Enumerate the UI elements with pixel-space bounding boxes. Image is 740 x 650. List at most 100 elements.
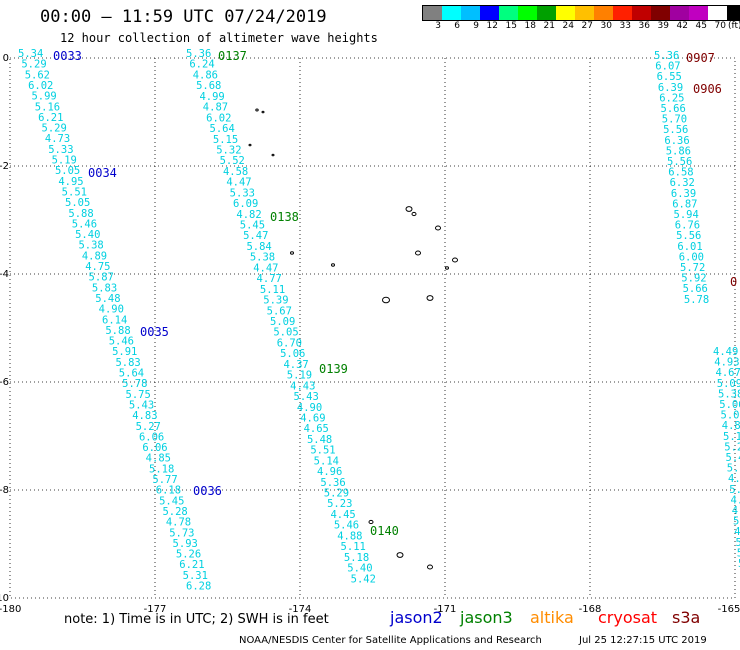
wave-height-value: 5.38 [718,388,740,400]
color-swatch [480,6,499,20]
wave-height-value: 5.52 [220,155,245,167]
wave-height-value: 5.06 [280,348,305,360]
wave-height-value: 4.78 [166,517,191,529]
wave-height-value: 5.05 [273,327,298,339]
wave-height-value: 4.49 [713,346,738,358]
satellite-legend-altika: altika [530,608,574,627]
pass-time-label: 0906 [693,82,722,96]
wave-height-value: 6.06 [139,431,164,443]
wave-height-value: 5.64 [210,123,235,135]
island-outline [248,143,252,147]
color-scale-label: 6 [454,21,460,31]
island-outline [411,211,417,217]
wave-height-value: 5.68 [196,80,221,92]
y-tick-label: -4 [0,269,9,280]
credit-text: NOAA/NESDIS Center for Satellite Applica… [239,635,542,646]
wave-height-value: 4.45 [330,509,355,521]
color-scale-label: 3 [435,21,441,31]
pass-time-label: 0033 [53,49,82,63]
wave-height-value: 6.18 [156,485,181,497]
color-swatch [670,6,689,20]
x-tick-label: -177 [144,604,167,615]
wave-height-value: 4.90 [99,304,124,316]
satellite-legend-cryosat: cryosat [598,608,658,627]
wave-height-value: 4.69 [300,412,325,424]
wave-height-value: 5.47 [243,230,268,242]
wave-height-value: 6.70 [277,337,302,349]
y-tick-label: -8 [0,485,9,496]
color-swatch [727,6,740,20]
wave-height-value: 4.93 [714,357,739,369]
wave-height-value: 6.39 [658,82,683,94]
wave-height-value: 6.55 [657,71,682,83]
island-outline [382,296,390,304]
wave-height-value: 4.73 [45,133,70,145]
color-swatch [689,6,708,20]
track-cryosat-1: 5.366.076.556.396.255.665.705.566.365.86… [654,50,709,306]
wave-height-value: 5.45 [240,220,265,232]
wave-height-value: 5.11 [260,284,285,296]
pass-time-label: 0137 [218,49,247,63]
wave-height-value: 5.73 [169,527,194,539]
wave-height-value: 5.56 [676,230,701,242]
pass-time-label: 0035 [140,325,169,339]
wave-height-value: 5.93 [173,538,198,550]
island-outline [435,225,441,231]
color-swatch [556,6,575,20]
wave-height-value: 5.36 [320,477,345,489]
pass-time-label: 0139 [319,362,348,376]
wave-height-value: 5.39 [263,295,288,307]
color-scale-label: 70 [714,21,726,31]
satellite-legend-jason2: jason2 [390,608,443,627]
wave-height-value: 6.00 [679,251,704,263]
track-jason2: 5.345.295.626.025.995.166.215.294.735.33… [18,48,211,593]
wave-height-value: 5.31 [183,570,208,582]
wave-height-value: 5.46 [109,336,134,348]
x-tick-label: -180 [0,604,21,615]
footer-note: note: 1) Time is in UTC; 2) SWH is in fe… [64,612,329,627]
wave-height-value: 4.58 [223,166,248,178]
satellite-legend-jason3: jason3 [460,608,513,627]
wave-height-value: 4.89 [732,505,740,517]
wave-height-value: 5.66 [683,283,708,295]
color-scale-bar [422,5,740,21]
wave-height-value: 5.56 [667,156,692,168]
page-subtitle: 12 hour collection of altimeter wave hei… [60,31,378,45]
wave-height-value: 5.51 [310,445,335,457]
wave-height-value: 5.38 [78,240,103,252]
wave-height-value: 5.18 [344,552,369,564]
wave-height-value: 6.07 [655,61,680,73]
wave-height-value: 5.23 [327,498,352,510]
color-scale-label: 15 [505,21,517,31]
wave-height-value: 4.88 [337,530,362,542]
y-tick-label: -2 [0,161,9,172]
wave-height-value: 5.46 [334,520,359,532]
wave-height-value: 6.32 [670,177,695,189]
pass-time-label: 0036 [193,484,222,498]
wave-height-value: 5.32 [216,144,241,156]
island-outline [271,153,275,157]
wave-height-value: 5.43 [129,399,154,411]
wave-height-value: 5.45 [159,495,184,507]
credit-date: Jul 25 12:27:15 UTC 2019 [579,635,707,646]
wave-height-value: 6.28 [186,581,211,593]
color-scale-label: 18 [524,21,536,31]
x-tick-label: -168 [579,604,602,615]
wave-height-value: 5.72 [680,262,705,274]
track-cryosat-2: 4.494.934.675.095.385.065.064.835.125.27… [713,346,740,570]
wave-height-value: 5.28 [162,506,187,518]
pass-time-labels: 0033 0034 0035 0036 0137 0138 0139 0140 0907 0906… [53,49,737,538]
color-scale-label: 45 [695,21,707,31]
x-tick-label: -165 [718,604,740,615]
wave-height-value: 5.09 [717,378,740,390]
color-swatch [518,6,537,20]
y-tick-label: -10 [0,593,9,604]
island-outline [290,251,294,255]
wave-height-value: 5.87 [89,272,114,284]
color-scale-unit: (ft) [728,21,740,31]
wave-height-value: 4.43 [290,380,315,392]
wave-height-value: 6.24 [189,59,214,71]
wave-height-value: 5.36 [737,547,740,559]
wave-height-value: 5.88 [68,208,93,220]
wave-height-value: 5.29 [324,488,349,500]
